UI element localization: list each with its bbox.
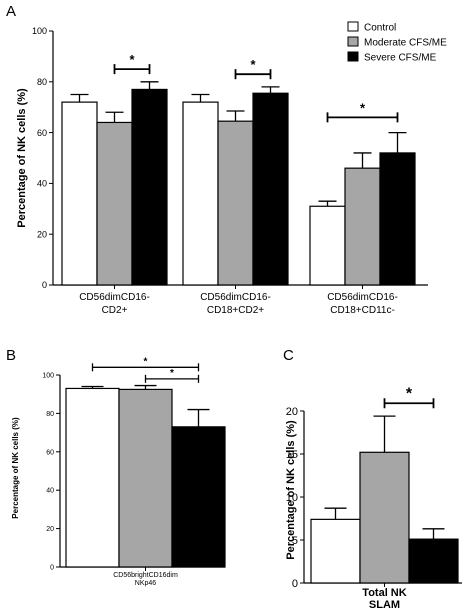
panel-b-bar-moderate-cfs-me bbox=[118, 388, 173, 568]
panel-a-bar-control bbox=[309, 205, 346, 286]
panel-b-y-tick-label: 80 bbox=[46, 411, 54, 418]
panel-a-y-tick-label: 60 bbox=[37, 128, 47, 138]
panel-a-category-label: CD56dimCD16- bbox=[327, 292, 398, 303]
panel-a-category-label: CD56dimCD16- bbox=[79, 292, 150, 303]
panel-a-letter: A bbox=[6, 3, 16, 20]
panel-c-y-tick-label: 15 bbox=[286, 449, 298, 461]
panel-b-y-tick-label: 20 bbox=[46, 526, 54, 533]
panel-a-category-label: CD56dimCD16- bbox=[200, 292, 271, 303]
panel-a-bar-moderate-cfs-me bbox=[96, 121, 133, 286]
panel-b-category-label: CD56brightCD16dim bbox=[113, 572, 178, 579]
panel-b-bar-severe-cfs-me bbox=[171, 426, 226, 568]
panel-c-y-tick-label: 20 bbox=[286, 406, 298, 418]
panel-b-significance-star: * bbox=[144, 356, 148, 367]
panel-a-bar-control bbox=[182, 101, 219, 286]
panel-a-chart: 0 20 40 60 80 100 CD56dimCD16- CD2+ CD56dimCD16-… bbox=[32, 26, 428, 316]
panel-a-significance-star: * bbox=[360, 100, 366, 115]
legend-swatch-moderate-cfs-me bbox=[347, 36, 359, 47]
panel-b-category-label: NKp46 bbox=[135, 580, 157, 587]
panel-c-y-tick-label: 0 bbox=[292, 578, 298, 590]
legend-label: Severe CFS/ME bbox=[364, 53, 437, 64]
panel-c-letter: C bbox=[283, 347, 294, 364]
panel-b-y-tick-label: 60 bbox=[46, 449, 54, 456]
panel-a-y-tick-label: 100 bbox=[32, 26, 47, 36]
panel-a-category-label: CD2+ bbox=[102, 305, 128, 316]
panel-c-significance-star: * bbox=[406, 385, 413, 402]
panel-a-category-label: CD18+CD2+ bbox=[207, 305, 264, 316]
panel-b-y-tick-label: 40 bbox=[46, 488, 54, 495]
panel-b-y-tick-label: 0 bbox=[50, 564, 54, 571]
panel-a-bar-moderate-cfs-me bbox=[217, 120, 254, 286]
panel-c-y-tick-label: 5 bbox=[292, 535, 298, 547]
panel-a-significance-star: * bbox=[129, 52, 135, 67]
legend-label: Control bbox=[364, 23, 396, 34]
panel-c-bar-moderate-cfs-me bbox=[359, 451, 410, 584]
panel-a-y-tick-label: 80 bbox=[37, 77, 47, 87]
panel-a-bar-severe-cfs-me bbox=[131, 88, 168, 286]
panel-a-bar-severe-cfs-me bbox=[252, 92, 289, 286]
panel-c-bar-severe-cfs-me bbox=[408, 538, 459, 584]
panel-a-legend: Control Moderate CFS/ME Severe CFS/ME bbox=[347, 21, 447, 64]
panel-a-bar-control bbox=[61, 101, 98, 286]
panel-c-category-label: Total NK bbox=[362, 587, 406, 599]
panel-a-bar-severe-cfs-me bbox=[379, 152, 416, 286]
legend-label: Moderate CFS/ME bbox=[364, 38, 447, 49]
panel-c-y-axis-label: Percentage of NK cells (%) bbox=[285, 420, 297, 560]
panel-b-y-axis-label: Percentage of NK cells (%) bbox=[11, 417, 20, 519]
panel-a-y-axis-label: Percentage of NK cells (%) bbox=[16, 88, 28, 228]
panel-c-y-tick-label: 10 bbox=[286, 492, 298, 504]
panel-a-y-tick-label: 40 bbox=[37, 179, 47, 189]
panel-c-category-label: SLAM bbox=[369, 599, 400, 611]
panel-a-y-tick-label: 20 bbox=[37, 229, 47, 239]
panel-b-y-tick-label: 100 bbox=[42, 372, 54, 379]
legend-swatch-control bbox=[347, 21, 359, 32]
panel-a-bar-moderate-cfs-me bbox=[344, 167, 381, 286]
panel-a-category-label: CD18+CD11c- bbox=[330, 305, 395, 316]
panel-b-significance-star: * bbox=[170, 368, 174, 379]
panel-b-letter: B bbox=[6, 347, 16, 364]
panel-a-y-tick-label: 0 bbox=[42, 280, 47, 290]
panel-b-bar-control bbox=[65, 387, 120, 568]
panel-c-bar-control bbox=[310, 518, 361, 584]
legend-swatch-severe-cfs-me bbox=[347, 51, 359, 62]
panel-a-significance-star: * bbox=[250, 57, 256, 72]
